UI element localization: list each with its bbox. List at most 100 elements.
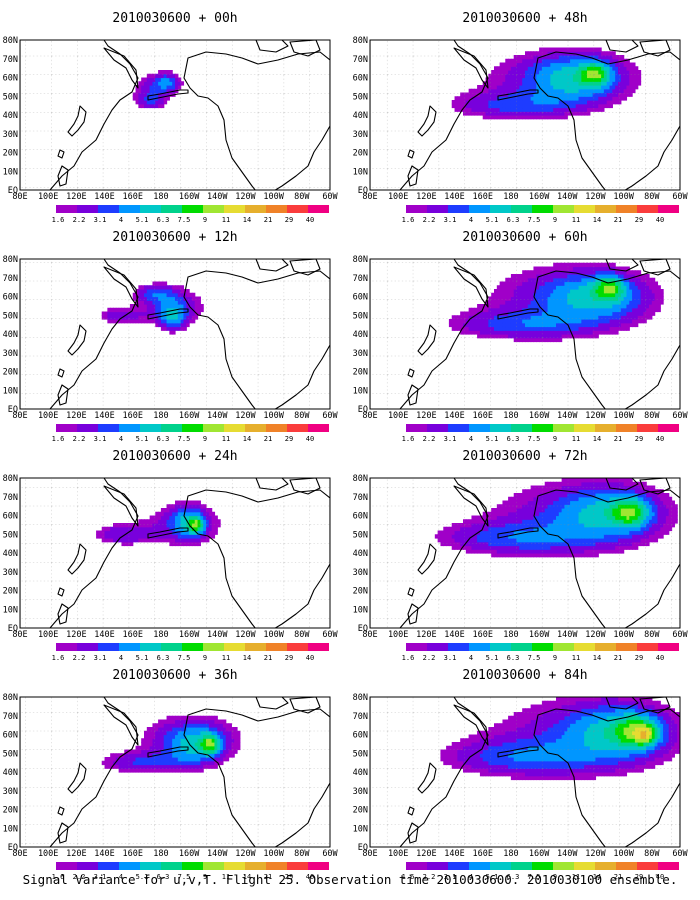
y-tick-label: EQ — [8, 186, 18, 196]
x-tick-label: 120W — [235, 411, 256, 421]
y-tick-label: 20N — [3, 149, 18, 159]
colorbar-label: 1.6 — [52, 873, 65, 881]
y-tick-label: 70N — [353, 274, 368, 284]
x-tick-label: 80W — [644, 411, 660, 421]
forecast-panel: 2010030600 + 60h80N70N60N50N40N30N20N10N… — [353, 230, 689, 443]
y-tick-label: 10N — [353, 167, 368, 177]
y-tick-label: 80N — [3, 474, 18, 484]
colorbar-label: 21 — [614, 435, 622, 443]
y-tick-label: 10N — [3, 824, 18, 834]
y-tick-label: 50N — [3, 530, 18, 540]
colorbar-label: 2.2 — [73, 216, 86, 224]
y-tick-label: 50N — [3, 749, 18, 759]
x-tick-label: 180 — [503, 192, 518, 202]
colorbar-swatch — [245, 643, 266, 651]
map-gridlines — [20, 259, 330, 409]
x-tick-label: 140E — [94, 192, 114, 202]
map-gridlines — [20, 40, 330, 190]
x-tick-label: 120E — [416, 192, 436, 202]
map-frame — [369, 39, 681, 191]
colorbar-swatch — [245, 205, 266, 213]
x-tick-label: 80E — [362, 411, 377, 421]
y-tick-label: 10N — [3, 386, 18, 396]
y-tick-label: 60N — [3, 731, 18, 741]
y-tick-label: 80N — [3, 693, 18, 703]
y-tick-label: 70N — [3, 55, 18, 65]
colorbar-swatch — [203, 862, 224, 870]
y-tick-label: 40N — [3, 768, 18, 778]
colorbar-swatch — [77, 205, 98, 213]
colorbar-swatch — [161, 862, 182, 870]
colorbar-swatch — [140, 205, 161, 213]
y-tick-label: 80N — [3, 36, 18, 46]
colorbar-swatch — [637, 424, 658, 432]
colorbar-swatch — [98, 643, 119, 651]
colorbar-label: 6.3 — [157, 216, 170, 224]
colorbar-swatch — [448, 424, 469, 432]
colorbar-label: 21 — [264, 654, 272, 662]
colorbar-swatch — [224, 424, 245, 432]
x-tick-label: 140E — [444, 411, 464, 421]
x-tick-label: 100E — [38, 630, 58, 640]
x-tick-label: 100W — [263, 849, 284, 859]
x-tick-label: 140W — [207, 411, 228, 421]
colorbar-swatch — [245, 424, 266, 432]
x-tick-label: 80E — [362, 192, 377, 202]
colorbar-label: 1.6 — [52, 435, 65, 443]
colorbar-swatch — [490, 205, 511, 213]
x-tick-label: 180 — [153, 192, 168, 202]
y-tick-label: EQ — [8, 843, 18, 853]
x-tick-label: 120W — [235, 630, 256, 640]
colorbar: 1.6 2.2 3.1 4 5.1 6.3 7.5 9 11 14 21 29 40 — [52, 862, 329, 881]
x-tick-label: 60W — [322, 192, 338, 202]
x-tick-label: 140E — [94, 630, 114, 640]
y-tick-label: 60N — [3, 293, 18, 303]
colorbar-swatch — [469, 205, 490, 213]
x-tick-label: 180 — [503, 411, 518, 421]
colorbar-swatch — [98, 205, 119, 213]
x-tick-label: 120W — [585, 192, 606, 202]
colorbar-swatch — [98, 424, 119, 432]
colorbar-swatch — [511, 424, 532, 432]
y-tick-label: 30N — [353, 349, 368, 359]
colorbar-label: 3.1 — [94, 216, 107, 224]
x-tick-label: 100W — [613, 192, 634, 202]
y-tick-label: 10N — [3, 167, 18, 177]
colorbar-swatch — [595, 205, 616, 213]
x-tick-label: 120E — [66, 192, 86, 202]
colorbar-label: 5.1 — [136, 435, 149, 443]
map-frame — [19, 39, 331, 191]
colorbar-swatch — [245, 862, 266, 870]
colorbar-swatch — [574, 205, 595, 213]
x-tick-label: 60W — [672, 192, 688, 202]
colorbar-swatch — [161, 205, 182, 213]
colorbar-swatch — [637, 205, 658, 213]
colorbar-swatch — [182, 424, 203, 432]
colorbar-swatch — [308, 643, 329, 651]
colorbar-label: 40 — [656, 216, 664, 224]
colorbar-label: 21 — [264, 216, 272, 224]
x-tick-label: 160W — [529, 192, 550, 202]
x-tick-label: 160W — [179, 192, 200, 202]
map-gridlines — [370, 259, 680, 409]
colorbar-swatch — [161, 643, 182, 651]
x-tick-label: 160E — [472, 411, 492, 421]
x-tick-label: 80E — [12, 849, 27, 859]
colorbar-swatch — [287, 424, 308, 432]
x-tick-label: 160W — [529, 411, 550, 421]
colorbar-swatch — [448, 205, 469, 213]
x-tick-label: 140E — [94, 411, 114, 421]
colorbar-label: 3.1 — [94, 873, 107, 881]
colorbar-swatch — [308, 205, 329, 213]
forecast-panel: 2010030600 + 24h80N70N60N50N40N30N20N10N… — [3, 449, 339, 662]
x-tick-label: 120E — [66, 411, 86, 421]
colorbar-label: 4 — [469, 435, 473, 443]
y-tick-label: 30N — [353, 130, 368, 140]
colorbar-label: 29 — [635, 435, 643, 443]
y-tick-label: 70N — [3, 493, 18, 503]
colorbar: 1.6 2.2 3.1 4 5.1 6.3 7.5 9 11 14 21 29 40 — [52, 205, 329, 224]
x-tick-label: 160W — [179, 411, 200, 421]
colorbar-label: 9 — [203, 654, 207, 662]
colorbar-swatch — [77, 643, 98, 651]
x-tick-label: 140W — [207, 192, 228, 202]
